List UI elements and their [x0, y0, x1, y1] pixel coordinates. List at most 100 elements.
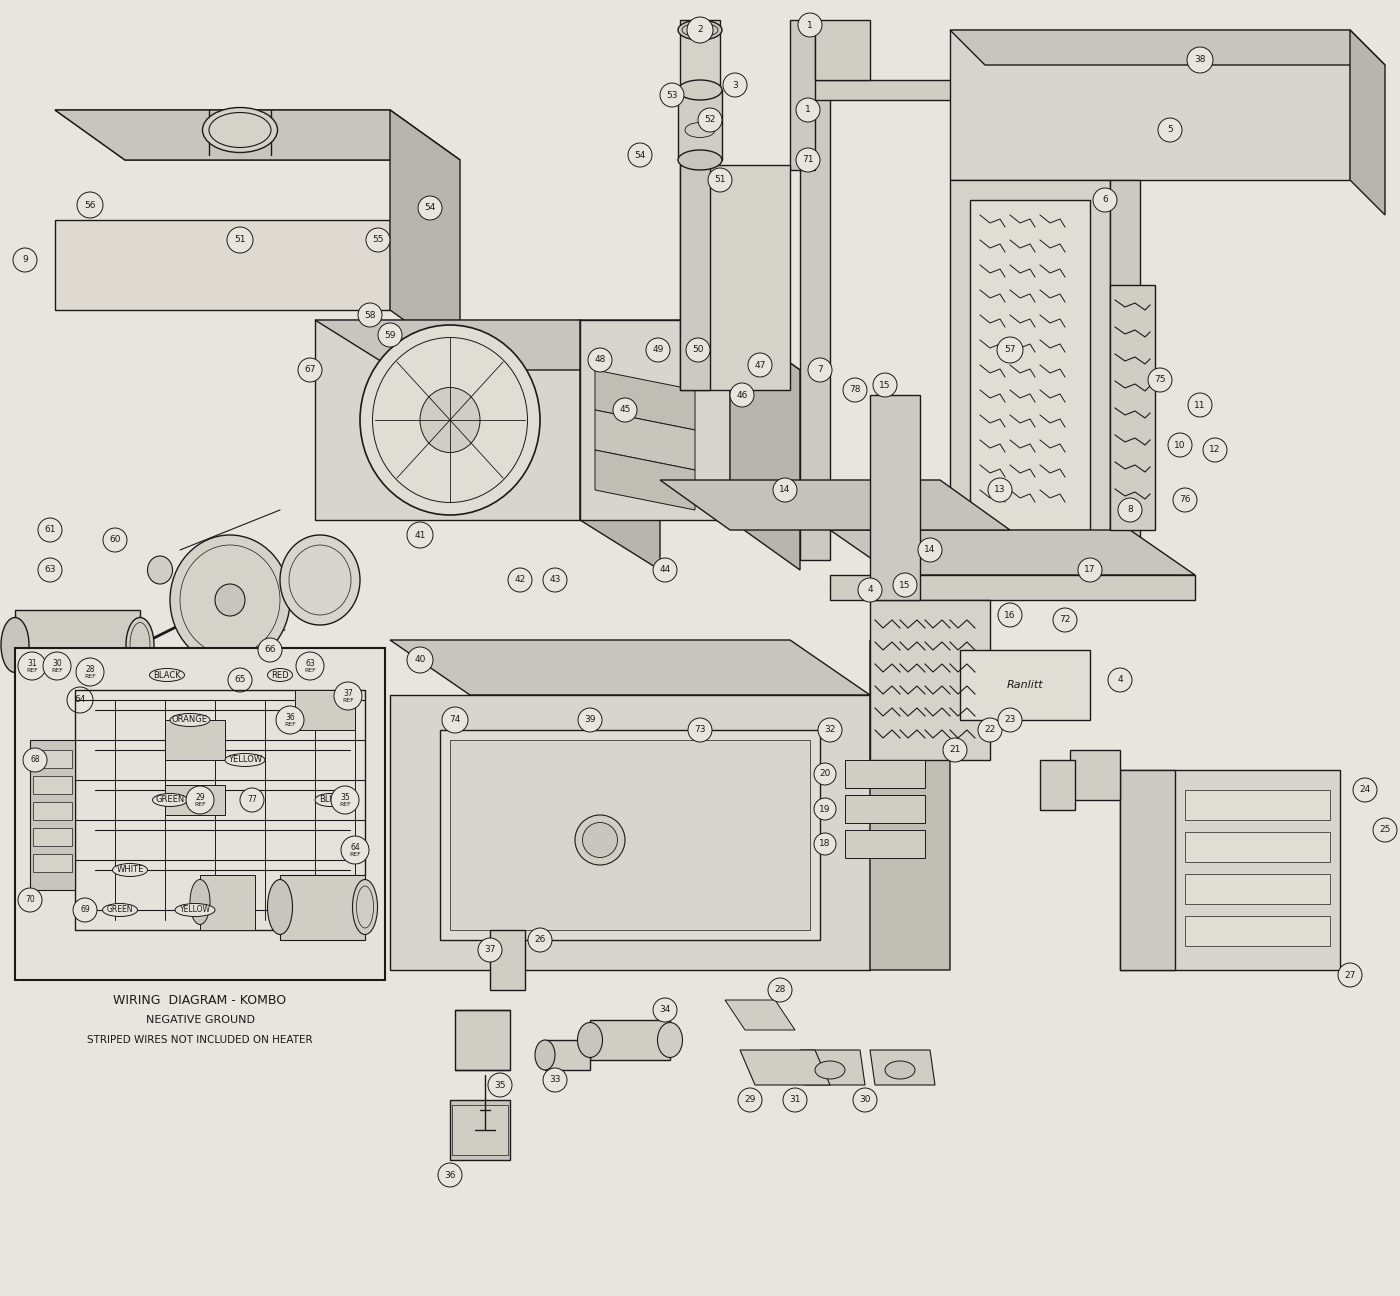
Polygon shape: [960, 651, 1091, 721]
Text: WIRING  DIAGRAM - KOMBO: WIRING DIAGRAM - KOMBO: [113, 994, 287, 1007]
Circle shape: [1373, 818, 1397, 842]
Polygon shape: [455, 1010, 510, 1070]
Ellipse shape: [678, 150, 722, 170]
Circle shape: [738, 1089, 762, 1112]
Ellipse shape: [353, 880, 378, 934]
Ellipse shape: [190, 880, 210, 924]
Circle shape: [1203, 438, 1226, 461]
Polygon shape: [1184, 832, 1330, 862]
Text: 78: 78: [850, 385, 861, 394]
Text: 45: 45: [619, 406, 630, 415]
Text: 51: 51: [234, 236, 246, 245]
Circle shape: [358, 303, 382, 327]
Text: 77: 77: [248, 796, 256, 805]
Polygon shape: [452, 1105, 508, 1155]
Text: YELLOW: YELLOW: [179, 906, 210, 915]
Text: 4: 4: [867, 586, 872, 595]
Polygon shape: [830, 530, 1196, 575]
Ellipse shape: [575, 815, 624, 864]
Circle shape: [407, 647, 433, 673]
Circle shape: [508, 568, 532, 592]
Circle shape: [944, 737, 967, 762]
Text: 1: 1: [805, 105, 811, 114]
Text: 18: 18: [819, 840, 830, 849]
Circle shape: [998, 708, 1022, 732]
Circle shape: [1173, 489, 1197, 512]
Polygon shape: [1110, 285, 1155, 530]
Circle shape: [543, 1068, 567, 1093]
Polygon shape: [280, 875, 365, 940]
Text: 27: 27: [1344, 971, 1355, 980]
Ellipse shape: [360, 325, 540, 515]
Text: 17: 17: [1084, 565, 1096, 574]
Circle shape: [893, 573, 917, 597]
Ellipse shape: [102, 903, 137, 916]
Circle shape: [1352, 778, 1378, 802]
Circle shape: [489, 1073, 512, 1096]
Circle shape: [43, 652, 71, 680]
Text: 1: 1: [808, 21, 813, 30]
Text: 34: 34: [659, 1006, 671, 1015]
Circle shape: [997, 337, 1023, 363]
Text: 29: 29: [745, 1095, 756, 1104]
Text: 3: 3: [732, 80, 738, 89]
Ellipse shape: [535, 1039, 554, 1070]
Text: 19: 19: [819, 805, 830, 814]
Text: 5: 5: [1168, 126, 1173, 135]
Ellipse shape: [153, 793, 188, 806]
Polygon shape: [34, 828, 71, 846]
Text: 36: 36: [286, 713, 295, 722]
Text: 76: 76: [1179, 495, 1191, 504]
Circle shape: [1119, 498, 1142, 522]
Polygon shape: [34, 802, 71, 820]
Polygon shape: [595, 369, 694, 430]
Polygon shape: [790, 19, 815, 170]
Circle shape: [813, 763, 836, 785]
Polygon shape: [34, 854, 71, 872]
Text: 26: 26: [535, 936, 546, 945]
Ellipse shape: [267, 669, 293, 682]
Polygon shape: [680, 165, 790, 390]
Polygon shape: [200, 875, 255, 931]
Text: 40: 40: [414, 656, 426, 665]
Polygon shape: [449, 740, 811, 931]
Polygon shape: [595, 450, 694, 511]
Polygon shape: [29, 740, 76, 890]
Circle shape: [853, 1089, 876, 1112]
Polygon shape: [951, 30, 1350, 180]
Text: 49: 49: [652, 346, 664, 355]
Text: NEGATIVE GROUND: NEGATIVE GROUND: [146, 1015, 255, 1025]
Circle shape: [330, 785, 358, 814]
Circle shape: [22, 748, 48, 772]
Circle shape: [729, 384, 755, 407]
Polygon shape: [545, 1039, 589, 1070]
Ellipse shape: [112, 863, 147, 876]
Circle shape: [818, 718, 841, 743]
Ellipse shape: [267, 880, 293, 934]
Polygon shape: [678, 89, 722, 159]
Circle shape: [652, 998, 678, 1023]
Text: 36: 36: [444, 1170, 456, 1179]
Circle shape: [227, 227, 253, 253]
Polygon shape: [165, 721, 225, 759]
Text: GREEN: GREEN: [155, 796, 185, 805]
Circle shape: [578, 708, 602, 732]
Polygon shape: [295, 689, 356, 730]
Polygon shape: [315, 320, 580, 520]
Text: BLACK: BLACK: [153, 670, 181, 679]
Text: 10: 10: [1175, 441, 1186, 450]
Text: 57: 57: [1004, 346, 1016, 355]
Circle shape: [722, 73, 748, 97]
Circle shape: [407, 522, 433, 548]
Polygon shape: [846, 759, 925, 788]
Ellipse shape: [150, 669, 185, 682]
Polygon shape: [165, 785, 225, 815]
Circle shape: [687, 718, 713, 743]
Circle shape: [979, 718, 1002, 743]
Circle shape: [13, 248, 36, 272]
Circle shape: [1158, 118, 1182, 143]
Polygon shape: [580, 320, 729, 520]
Circle shape: [708, 168, 732, 192]
Polygon shape: [815, 19, 869, 80]
Text: YELLOW: YELLOW: [228, 756, 262, 765]
